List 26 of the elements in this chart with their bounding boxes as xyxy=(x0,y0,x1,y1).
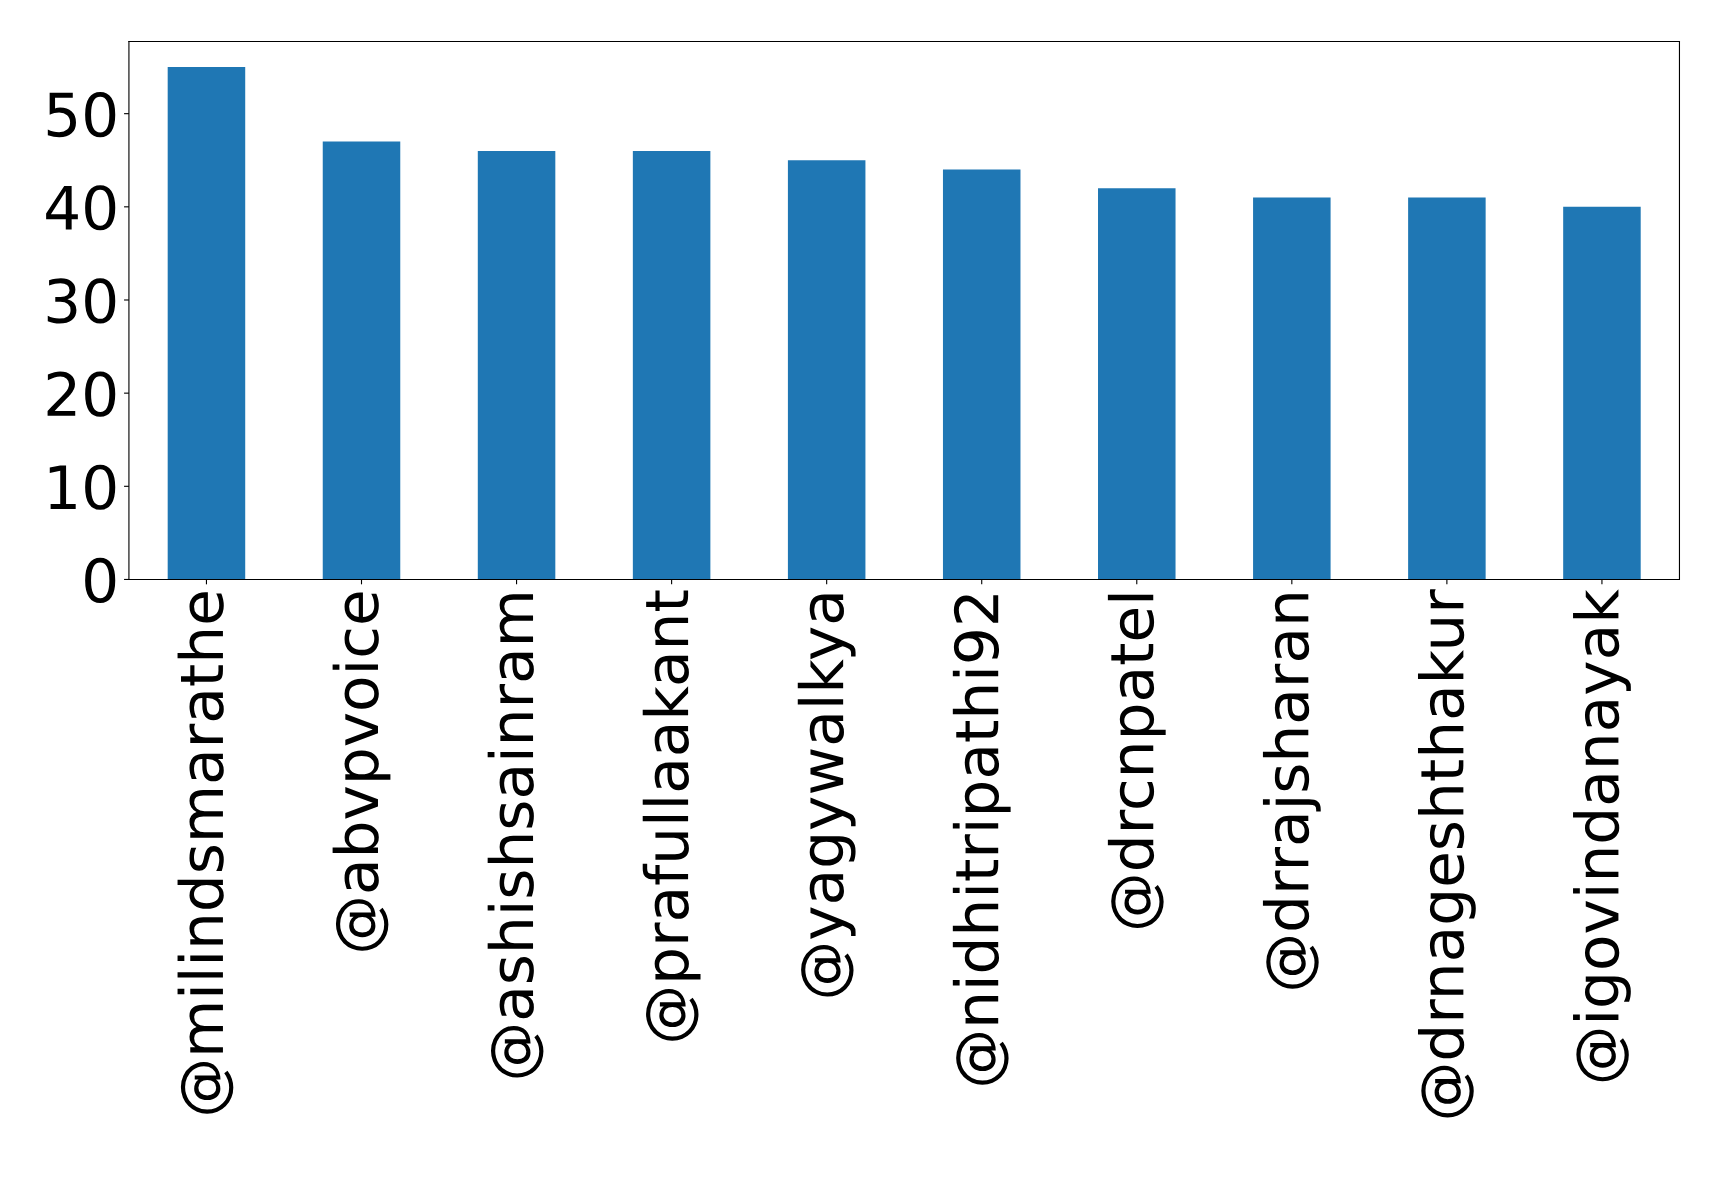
bar xyxy=(477,150,556,580)
y-tick-label: 0 xyxy=(85,557,116,603)
x-tick-label: @ashishsainram xyxy=(487,594,544,1078)
x-tick-label: @milindsmarathe xyxy=(177,592,234,1114)
bar xyxy=(1408,197,1486,580)
x-tick-label: @nidhitripathi92 xyxy=(952,595,1011,1085)
y-tick-label: 50 xyxy=(47,92,116,138)
x-tick-label: @drnageshthakur xyxy=(1417,589,1476,1118)
x-tick-label: @drcnpatel xyxy=(1107,594,1166,929)
y-tick-label: 20 xyxy=(47,371,116,417)
x-tick-label: @yagywalkya xyxy=(797,594,856,997)
bar xyxy=(1098,188,1176,580)
bar xyxy=(167,67,246,580)
bar xyxy=(942,169,1021,580)
y-tick-label: 40 xyxy=(46,185,116,231)
bar xyxy=(632,150,711,580)
y-tick-label: 10 xyxy=(49,464,116,510)
x-tick-label: @abvpvoice xyxy=(332,592,391,951)
bar xyxy=(1563,206,1641,580)
x-tick-label: @igovindanayak xyxy=(1573,589,1631,1082)
y-tick-label: 30 xyxy=(47,278,116,324)
x-tick-label: @drrajsharan xyxy=(1262,594,1321,989)
bar xyxy=(1253,197,1331,580)
bar xyxy=(322,141,401,580)
x-tick-label: @prafullaakant xyxy=(642,590,701,1041)
bar xyxy=(787,160,866,580)
